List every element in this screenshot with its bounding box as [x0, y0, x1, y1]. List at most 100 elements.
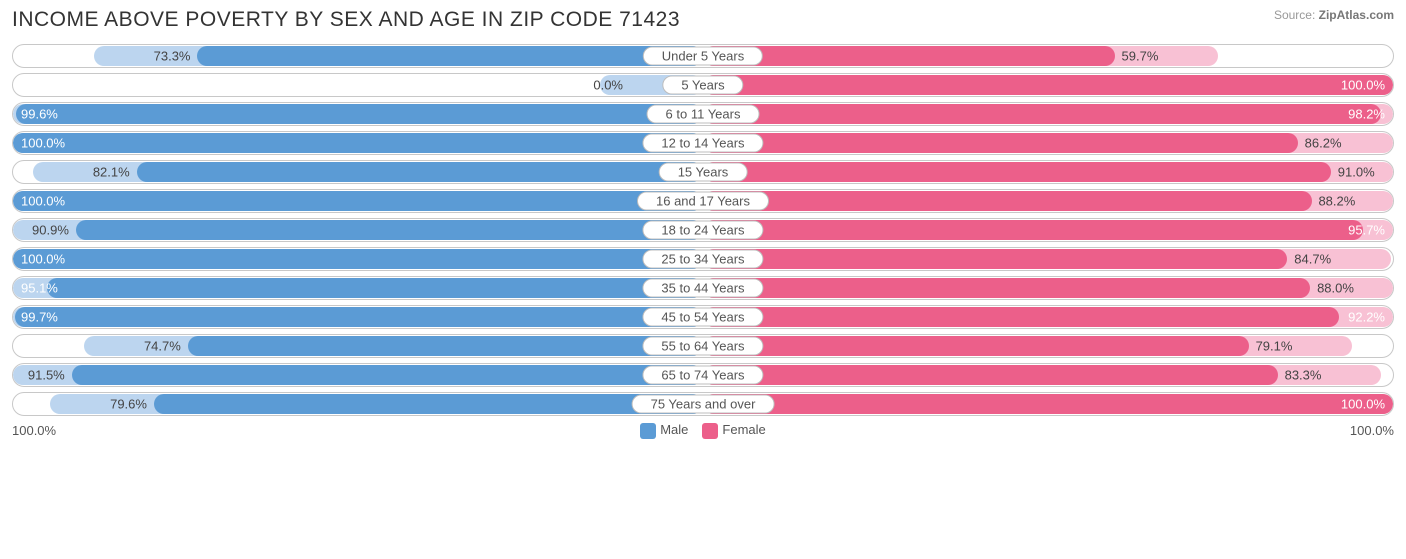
female-bar [703, 220, 1363, 240]
male-value: 74.7% [144, 339, 181, 354]
female-value: 59.7% [1122, 49, 1159, 64]
male-half: 73.3% [13, 45, 703, 67]
chart-row: 91.5% 83.3% 65 to 74 Years [12, 363, 1394, 387]
male-value: 100.0% [21, 194, 65, 209]
male-bar [15, 307, 703, 327]
female-value: 98.2% [1348, 107, 1385, 122]
male-value: 82.1% [93, 165, 130, 180]
chart-legend: Male Female [640, 422, 766, 439]
chart-row: 82.1% 91.0% 15 Years [12, 160, 1394, 184]
category-label: 65 to 74 Years [642, 366, 763, 385]
chart-row: 0.0% 100.0% 5 Years [12, 73, 1394, 97]
male-bar [16, 104, 703, 124]
category-label: 16 and 17 Years [637, 192, 769, 211]
male-bar [13, 249, 703, 269]
legend-label: Male [660, 422, 688, 437]
category-label: 5 Years [662, 76, 743, 95]
female-value: 83.3% [1285, 368, 1322, 383]
female-value: 100.0% [1341, 397, 1385, 412]
female-bar [703, 75, 1393, 95]
female-half: 83.3% [703, 364, 1393, 386]
female-half: 95.7% [703, 219, 1393, 241]
female-bar [703, 46, 1115, 66]
category-label: 12 to 14 Years [642, 134, 763, 153]
male-half: 99.7% [13, 306, 703, 328]
chart-row: 90.9% 95.7% 18 to 24 Years [12, 218, 1394, 242]
female-half: 84.7% [703, 248, 1393, 270]
category-label: Under 5 Years [643, 47, 763, 66]
male-half: 79.6% [13, 393, 703, 415]
male-bar [72, 365, 703, 385]
female-bar [703, 394, 1393, 414]
male-bar [188, 336, 703, 356]
male-bar [137, 162, 703, 182]
male-half: 100.0% [13, 190, 703, 212]
chart-row: 99.7%92.2%45 to 54 Years [12, 305, 1394, 329]
category-label: 15 Years [659, 163, 748, 182]
female-half: 79.1% [703, 335, 1393, 357]
legend-label: Female [722, 422, 765, 437]
female-value: 95.7% [1348, 223, 1385, 238]
female-bar [703, 365, 1278, 385]
female-value: 84.7% [1294, 252, 1331, 267]
chart-source: Source: ZipAtlas.com [1274, 8, 1394, 22]
female-bar [703, 307, 1339, 327]
axis-left-label: 100.0% [12, 423, 56, 438]
male-half: 100.0% [13, 248, 703, 270]
chart-footer: 100.0% Male Female 100.0% [12, 422, 1394, 439]
male-half: 0.0% [13, 74, 703, 96]
chart-row: 99.6% 98.2% 6 to 11 Years [12, 102, 1394, 126]
legend-swatch [640, 423, 656, 439]
axis-right-label: 100.0% [1350, 423, 1394, 438]
male-bar [47, 278, 703, 298]
category-label: 35 to 44 Years [642, 279, 763, 298]
female-bar [703, 104, 1381, 124]
female-bar [703, 191, 1312, 211]
chart-row: 100.0% 86.2%12 to 14 Years [12, 131, 1394, 155]
male-value: 100.0% [21, 136, 65, 151]
female-value: 91.0% [1338, 165, 1375, 180]
chart-row: 100.0% 88.2%16 and 17 Years [12, 189, 1394, 213]
female-bar [703, 162, 1331, 182]
chart-row: 95.1%88.0%35 to 44 Years [12, 276, 1394, 300]
male-half: 99.6% [13, 103, 703, 125]
female-bar [703, 133, 1298, 153]
female-half: 91.0% [703, 161, 1393, 183]
source-prefix: Source: [1274, 8, 1319, 22]
legend-item: Female [702, 422, 765, 439]
male-bar [197, 46, 703, 66]
male-value: 91.5% [28, 368, 65, 383]
male-half: 100.0% [13, 132, 703, 154]
category-label: 6 to 11 Years [647, 105, 760, 124]
female-bar [703, 336, 1249, 356]
male-value: 99.6% [21, 107, 58, 122]
chart-row: 74.7% 79.1%55 to 64 Years [12, 334, 1394, 358]
male-half: 91.5% [13, 364, 703, 386]
category-label: 75 Years and over [632, 395, 775, 414]
category-label: 18 to 24 Years [642, 221, 763, 240]
female-value: 92.2% [1348, 310, 1385, 325]
male-bar [13, 191, 703, 211]
male-value: 99.7% [21, 310, 58, 325]
female-half: 86.2% [703, 132, 1393, 154]
chart-title: INCOME ABOVE POVERTY BY SEX AND AGE IN Z… [12, 8, 680, 32]
female-half: 88.2% [703, 190, 1393, 212]
male-half: 90.9% [13, 219, 703, 241]
male-half: 82.1% [13, 161, 703, 183]
category-label: 55 to 64 Years [642, 337, 763, 356]
female-bar [703, 278, 1310, 298]
female-half: 88.0% [703, 277, 1393, 299]
female-half: 59.7% [703, 45, 1393, 67]
male-value: 100.0% [21, 252, 65, 267]
female-value: 100.0% [1341, 78, 1385, 93]
male-bar [76, 220, 703, 240]
female-half: 100.0% [703, 393, 1393, 415]
male-value: 73.3% [154, 49, 191, 64]
male-value: 0.0% [593, 78, 623, 93]
male-bar [154, 394, 703, 414]
chart-row: 79.6% 100.0% 75 Years and over [12, 392, 1394, 416]
female-half: 100.0% [703, 74, 1393, 96]
legend-swatch [702, 423, 718, 439]
female-half: 98.2% [703, 103, 1393, 125]
male-value: 90.9% [32, 223, 69, 238]
